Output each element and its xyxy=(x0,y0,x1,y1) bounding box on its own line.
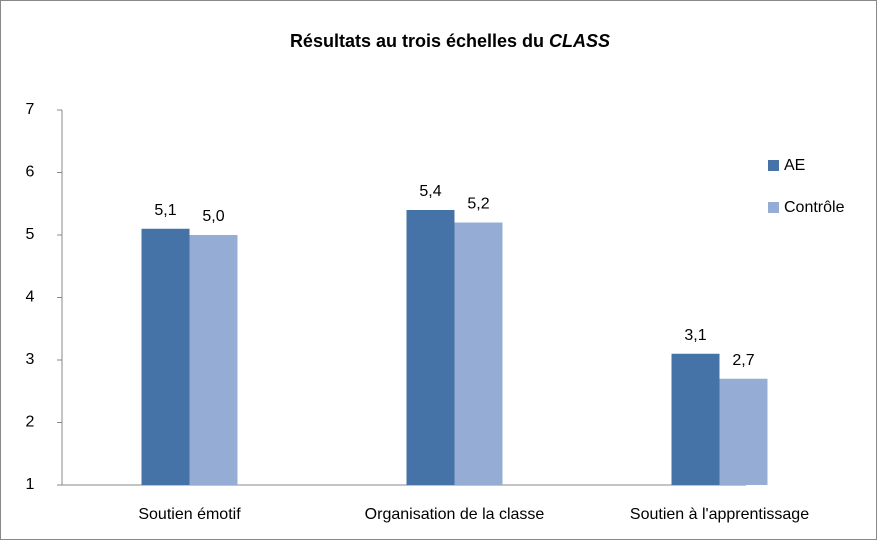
legend-label: Contrôle xyxy=(784,199,845,216)
legend-label: AE xyxy=(784,157,805,174)
value-label: 5,2 xyxy=(467,196,489,213)
legend-swatch xyxy=(768,202,779,213)
bar xyxy=(719,378,768,485)
y-tick-label: 6 xyxy=(26,164,35,181)
y-tick-label: 1 xyxy=(26,476,35,493)
x-tick-label: Organisation de la classe xyxy=(365,506,545,523)
bar xyxy=(189,235,238,485)
chart-title-part: CLASS xyxy=(549,31,610,51)
y-tick-label: 5 xyxy=(26,226,35,243)
value-label: 5,0 xyxy=(202,208,224,225)
x-tick-label: Soutien émotif xyxy=(138,506,241,523)
chart-title-part: Résultats au trois échelles du xyxy=(290,31,549,51)
bar xyxy=(671,353,720,485)
y-tick-label: 3 xyxy=(26,351,35,368)
value-label: 5,1 xyxy=(154,202,176,219)
bar xyxy=(141,228,190,485)
y-tick-label: 7 xyxy=(26,101,35,118)
value-label: 5,4 xyxy=(419,183,441,200)
legend-swatch xyxy=(768,160,779,171)
y-tick-label: 4 xyxy=(26,289,35,306)
bar xyxy=(406,210,455,485)
y-tick-label: 2 xyxy=(26,414,35,431)
bar xyxy=(454,222,503,485)
chart-title: Résultats au trois échelles du CLASS xyxy=(290,31,610,51)
value-label: 2,7 xyxy=(732,352,754,369)
x-tick-label: Soutien à l'apprentissage xyxy=(630,506,809,523)
value-label: 3,1 xyxy=(684,327,706,344)
